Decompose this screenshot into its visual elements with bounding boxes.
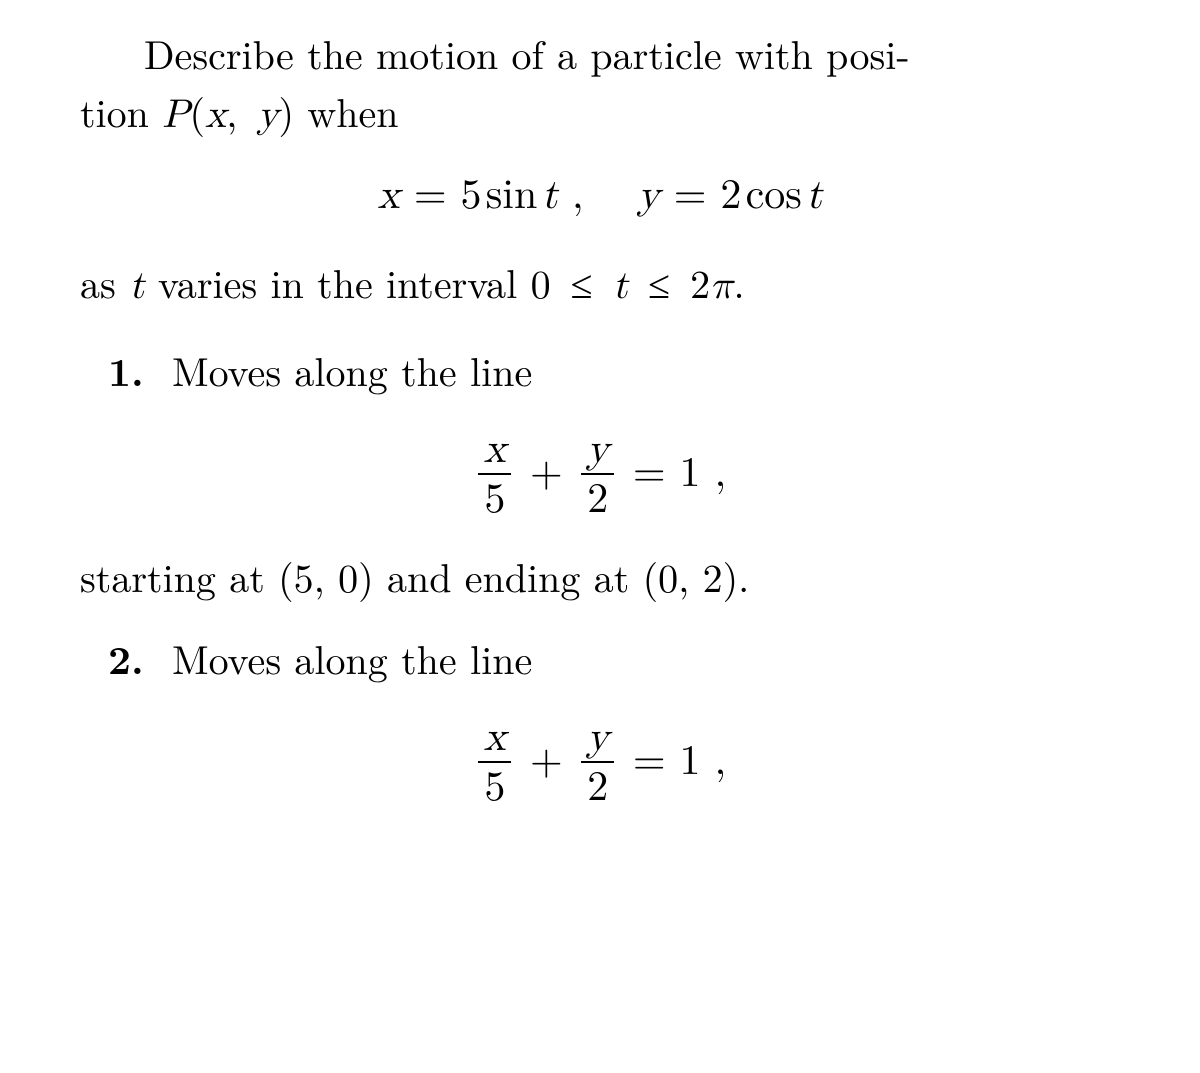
fraction-y-over-2: y 2 [581,429,615,521]
position-P: P [162,95,189,135]
option-lead: Moves along the line [172,629,532,687]
option-1-equation: x 5 + y 2 = 1, [80,421,1120,521]
fraction-x-over-5: x 5 [478,429,512,521]
fraction-y-over-2: y 2 [581,717,615,809]
interval-line: as t varies in the interval 0 ≤ t ≤ 2π. [80,253,1120,315]
interval-expression: 0 ≤ t ≤ 2π [531,253,734,310]
position-args: (x, y) [190,82,295,139]
option-2-equation: x 5 + y 2 = 1, [80,709,1120,809]
option-lead: Moves along the line [172,341,532,399]
comma-1: , [572,166,584,227]
y-rhs: 2 cos t [720,166,822,227]
math-problem-page: Describe the motion of a particle with p… [0,0,1200,809]
y-var: y [638,166,660,227]
parametric-equations: x = 5 sin t , y = 2 cos t [80,166,1120,227]
option-number: 2. [108,629,150,687]
answer-options: 1. Moves along the line x 5 + y 2 = 1, s… [80,341,1120,809]
equals-1: = [414,166,447,227]
intro-text-line2a: tion [80,82,162,139]
intro-paragraph: Describe the motion of a particle with p… [80,24,1120,144]
x-var: x [378,166,400,227]
intro-text-line2b: when [294,82,398,139]
fraction-x-over-5: x 5 [478,717,512,809]
option-1-followup: starting at (5, 0) and ending at (0, 2). [80,547,1120,605]
x-rhs: 5 sin t [461,166,558,227]
option-number: 1. [108,341,150,399]
equals-2: = [674,166,707,227]
option-1: 1. Moves along the line [108,341,1120,399]
intro-text-line1: Describe the motion of a particle with p… [144,24,910,81]
option-2: 2. Moves along the line [108,629,1120,687]
